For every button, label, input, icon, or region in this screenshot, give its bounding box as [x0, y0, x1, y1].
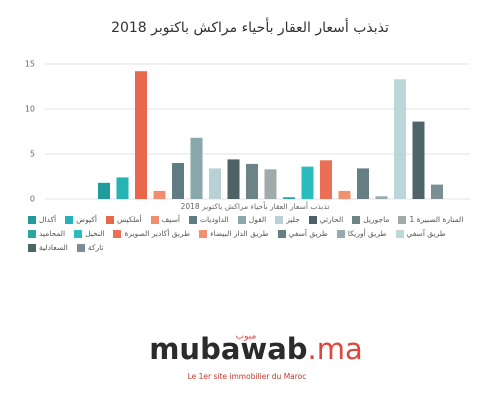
bar — [264, 169, 277, 199]
legend-item: السعادلية — [28, 243, 68, 252]
legend-label: ماجوريل — [363, 215, 390, 224]
legend-item: المنارة الصبيرة 1 — [398, 215, 463, 224]
logo-arabic: مبوب — [236, 332, 257, 342]
legend-label: طريق أوريكا — [347, 229, 387, 238]
legend-label: طريق آسفي — [406, 229, 446, 238]
y-tick-label: 15 — [25, 60, 35, 69]
legend-item: القول — [237, 215, 267, 224]
legend-swatch — [74, 229, 83, 238]
legend-swatch — [65, 215, 74, 224]
legend-item: أملكيس — [105, 215, 142, 224]
bar — [375, 196, 388, 199]
legend-item: أكيوض — [65, 215, 97, 224]
legend-item: الحارثي — [308, 215, 344, 224]
logo: mubawab.ma — [149, 332, 363, 366]
bar — [246, 163, 258, 199]
bar — [431, 184, 443, 199]
legend-swatch — [275, 215, 284, 224]
legend-swatch — [188, 215, 197, 224]
legend-swatch — [150, 215, 159, 224]
y-tick-label: 0 — [30, 195, 35, 204]
legend-swatch — [395, 229, 404, 238]
legend-item: تاركة — [76, 243, 104, 252]
bar — [209, 168, 221, 199]
legend: أكدال أكيوض أملكيس أسيف الداوديات القول جليز ال… — [28, 215, 468, 252]
legend-item: أكدال — [28, 215, 56, 224]
bar — [153, 190, 166, 199]
bar — [412, 121, 425, 199]
legend-swatch — [76, 243, 85, 252]
legend-swatch — [28, 229, 36, 238]
bar — [357, 168, 369, 199]
legend-item: طريق أوريكا — [336, 229, 387, 238]
legend-label: طريق الدار البيضاء — [210, 229, 269, 238]
bar — [172, 163, 184, 199]
legend-label: الحارثي — [319, 215, 344, 224]
legend-item: الداوديات — [188, 215, 229, 224]
legend-label: طريق أكادير الصويرة — [124, 229, 191, 238]
legend-swatch — [28, 215, 36, 224]
bar — [98, 182, 110, 199]
legend-label: طريق آسفي — [288, 229, 328, 238]
legend-swatch — [199, 229, 208, 238]
legend-label: أكدال — [39, 215, 57, 224]
legend-label: أكيوض — [76, 215, 97, 224]
legend-item: أسيف — [150, 215, 180, 224]
legend-item: جليز — [275, 215, 300, 224]
bar — [135, 71, 147, 199]
legend-label: المحاميد — [39, 229, 66, 238]
logo-tagline: Le 1er site immobilier du Maroc — [188, 372, 307, 381]
legend-swatch — [105, 215, 114, 224]
legend-swatch — [237, 215, 246, 224]
legend-item: المحاميد — [28, 229, 65, 238]
bar — [394, 79, 406, 199]
bar — [227, 159, 240, 199]
legend-swatch — [352, 215, 361, 224]
legend-swatch — [308, 215, 317, 224]
legend-swatch — [113, 229, 122, 238]
legend-label: الداوديات — [199, 215, 229, 224]
legend-label: تاركة — [87, 243, 104, 252]
legend-swatch — [277, 229, 286, 238]
legend-label: أملكيس — [116, 215, 142, 224]
legend-label: القول — [248, 215, 267, 224]
chart-title: تذبذب أسعار العقار بأحياء مراكش باكتوبر … — [111, 17, 389, 36]
legend-item: طريق الدار البيضاء — [199, 229, 269, 238]
logo-tld: .ma — [308, 332, 363, 366]
legend-label: السعادلية — [39, 243, 68, 252]
bar — [338, 190, 351, 199]
legend-swatch — [336, 229, 345, 238]
y-tick-label: 10 — [25, 105, 35, 114]
legend-label: جليز — [286, 215, 300, 224]
x-axis-label: تذبذب أسعار العقار بأحياء مراكش باكتوبر … — [181, 201, 330, 211]
legend-item: طريق آسفي — [395, 229, 446, 238]
bar — [283, 197, 295, 199]
legend-swatch — [398, 215, 407, 224]
bar — [190, 137, 203, 199]
legend-label: المنارة الصبيرة 1 — [409, 215, 464, 224]
legend-label: النخيل — [85, 229, 105, 238]
legend-item: طريق أكادير الصويرة — [113, 229, 190, 238]
legend-item: طريق آسفي — [277, 229, 328, 238]
logo-name: mubawab — [149, 332, 307, 366]
bar — [301, 166, 314, 199]
legend-item: ماجوريل — [352, 215, 389, 224]
legend-item: النخيل — [74, 229, 104, 238]
legend-label: أسيف — [161, 215, 180, 224]
y-tick-label: 5 — [30, 150, 35, 159]
bar — [320, 160, 332, 199]
legend-swatch — [28, 243, 36, 252]
bar — [116, 177, 129, 199]
